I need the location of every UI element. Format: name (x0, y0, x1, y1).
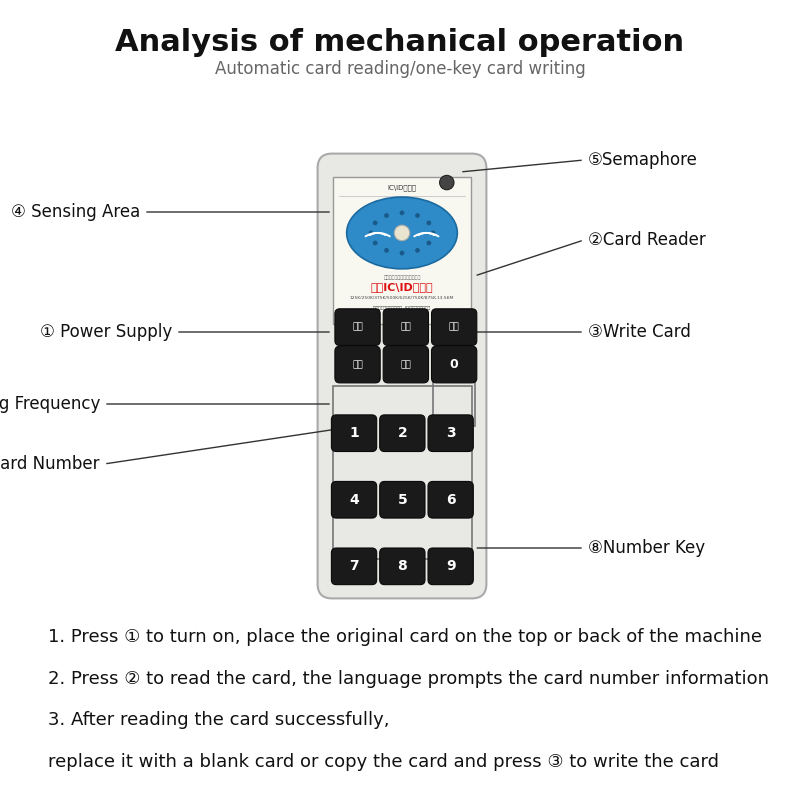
Text: 超级IC\ID复制器: 超级IC\ID复制器 (370, 282, 434, 292)
Text: 1. Press ① to turn on, place the original card on the top or back of the machine: 1. Press ① to turn on, place the origina… (48, 628, 762, 646)
Text: ②Card Reader: ②Card Reader (588, 231, 706, 249)
Text: 3: 3 (446, 426, 455, 440)
Circle shape (373, 241, 378, 246)
Text: 读卡: 读卡 (401, 322, 411, 332)
FancyBboxPatch shape (331, 482, 377, 518)
FancyBboxPatch shape (428, 482, 474, 518)
FancyBboxPatch shape (428, 548, 474, 585)
Text: 4: 4 (349, 493, 359, 506)
FancyBboxPatch shape (331, 548, 377, 585)
Text: replace it with a blank card or copy the card and press ③ to write the card: replace it with a blank card or copy the… (48, 753, 719, 771)
Text: ③Write Card: ③Write Card (588, 323, 691, 341)
Text: 2. Press ② to read the card, the language prompts the card number information: 2. Press ② to read the card, the languag… (48, 670, 769, 687)
FancyBboxPatch shape (431, 309, 477, 346)
Text: IC\ID感应区: IC\ID感应区 (387, 184, 417, 190)
Circle shape (399, 210, 404, 215)
Text: 2: 2 (398, 426, 407, 440)
Text: 长期未使用清除功能电源  ID感应识别卡手册图: 长期未使用清除功能电源 ID感应识别卡手册图 (374, 305, 430, 309)
Text: 5: 5 (398, 493, 407, 506)
Circle shape (430, 230, 435, 235)
FancyBboxPatch shape (335, 309, 380, 346)
Text: 注意功为适配车辆识别的功能: 注意功为适配车辆识别的功能 (383, 275, 421, 280)
Text: ① Power Supply: ① Power Supply (40, 323, 172, 341)
FancyBboxPatch shape (333, 177, 471, 323)
Circle shape (426, 241, 431, 246)
Circle shape (394, 225, 410, 241)
Circle shape (369, 230, 374, 235)
Circle shape (384, 248, 389, 253)
FancyBboxPatch shape (383, 346, 429, 383)
Text: 0: 0 (450, 358, 458, 371)
Text: Automatic card reading/one-key card writing: Automatic card reading/one-key card writ… (214, 60, 586, 78)
Bar (333, 386, 472, 559)
FancyBboxPatch shape (428, 415, 474, 451)
FancyBboxPatch shape (318, 154, 486, 598)
Text: 切换: 切换 (352, 360, 363, 369)
Text: 125K/250K/375K/500K/625K/750K/875K-13.56M: 125K/250K/375K/500K/625K/750K/875K-13.56… (350, 295, 454, 299)
Text: ⑤Semaphore: ⑤Semaphore (588, 151, 698, 169)
FancyBboxPatch shape (383, 309, 429, 346)
Text: 8: 8 (398, 559, 407, 574)
Circle shape (384, 213, 389, 218)
Circle shape (426, 221, 431, 226)
Text: 电源: 电源 (352, 322, 363, 332)
Circle shape (415, 213, 420, 218)
FancyBboxPatch shape (380, 548, 425, 585)
Text: ⑧Number Key: ⑧Number Key (588, 539, 705, 557)
Text: 1: 1 (349, 426, 359, 440)
Text: 3. After reading the card successfully,: 3. After reading the card successfully, (48, 711, 390, 730)
Circle shape (440, 175, 454, 190)
FancyBboxPatch shape (335, 346, 380, 383)
Text: 9: 9 (446, 559, 455, 574)
Text: ⑥Switching Frequency: ⑥Switching Frequency (0, 395, 100, 413)
Circle shape (399, 250, 404, 255)
FancyBboxPatch shape (380, 482, 425, 518)
Ellipse shape (346, 197, 458, 269)
FancyBboxPatch shape (431, 346, 477, 383)
Circle shape (415, 248, 420, 253)
Circle shape (373, 221, 378, 226)
Text: 卡号: 卡号 (401, 360, 411, 369)
Text: ⑦Enter Card Number: ⑦Enter Card Number (0, 455, 100, 473)
FancyBboxPatch shape (380, 415, 425, 451)
FancyBboxPatch shape (331, 415, 377, 451)
Text: Analysis of mechanical operation: Analysis of mechanical operation (115, 28, 685, 57)
Bar (433, 348, 475, 426)
Text: ④ Sensing Area: ④ Sensing Area (10, 203, 140, 221)
Text: 6: 6 (446, 493, 455, 506)
Text: 7: 7 (350, 559, 359, 574)
Text: 写卡: 写卡 (449, 322, 459, 332)
